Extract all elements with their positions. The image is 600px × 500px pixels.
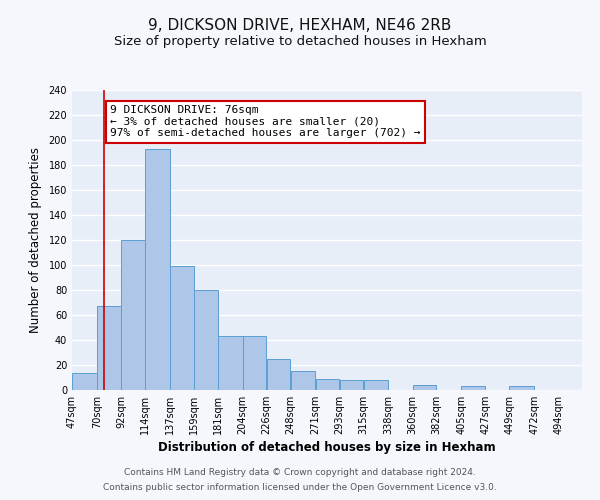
X-axis label: Distribution of detached houses by size in Hexham: Distribution of detached houses by size … <box>158 441 496 454</box>
Text: Contains public sector information licensed under the Open Government Licence v3: Contains public sector information licen… <box>103 483 497 492</box>
Bar <box>291 371 316 390</box>
Bar <box>316 379 340 390</box>
Bar <box>243 336 266 390</box>
Bar <box>364 380 388 390</box>
Bar <box>97 306 121 390</box>
Bar <box>461 386 485 390</box>
Bar <box>267 359 290 390</box>
Bar <box>340 380 363 390</box>
Text: 9, DICKSON DRIVE, HEXHAM, NE46 2RB: 9, DICKSON DRIVE, HEXHAM, NE46 2RB <box>148 18 452 32</box>
Bar <box>121 240 145 390</box>
Bar <box>170 266 194 390</box>
Bar <box>413 385 436 390</box>
Bar <box>145 149 170 390</box>
Y-axis label: Number of detached properties: Number of detached properties <box>29 147 41 333</box>
Text: Size of property relative to detached houses in Hexham: Size of property relative to detached ho… <box>113 35 487 48</box>
Text: 9 DICKSON DRIVE: 76sqm
← 3% of detached houses are smaller (20)
97% of semi-deta: 9 DICKSON DRIVE: 76sqm ← 3% of detached … <box>110 105 421 138</box>
Text: Contains HM Land Registry data © Crown copyright and database right 2024.: Contains HM Land Registry data © Crown c… <box>124 468 476 477</box>
Bar <box>509 386 534 390</box>
Bar <box>218 336 242 390</box>
Bar <box>72 372 97 390</box>
Bar <box>194 290 218 390</box>
